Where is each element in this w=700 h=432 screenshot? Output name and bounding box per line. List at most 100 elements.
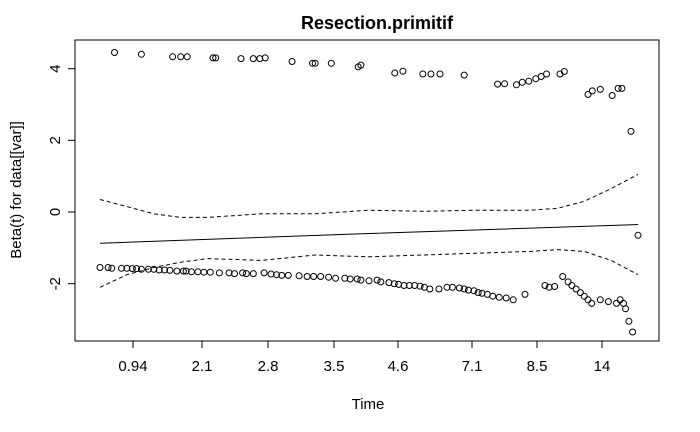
data-point [596,85,604,93]
data-point [564,278,572,286]
data-point [212,54,220,62]
data-point [194,268,202,276]
data-point [629,328,637,336]
data-point [470,287,478,295]
data-point [169,53,177,61]
data-point [604,298,612,306]
data-point [474,289,482,297]
data-point [495,293,503,301]
data-point [572,285,580,293]
data-point [465,286,472,294]
data-point [182,267,190,275]
data-point [551,283,559,290]
y-tick-label: 2 [47,136,64,144]
data-point [416,282,424,290]
data-point [206,268,214,276]
confidence-band-line [99,173,639,218]
data-point [588,87,596,95]
data-point [625,317,633,325]
data-point [133,265,141,273]
data-point [543,70,550,78]
x-tick-label: 0.94 [118,358,147,375]
data-point [502,294,510,302]
x-tick-label: 4.6 [388,358,409,375]
data-point [365,277,373,285]
data-point [627,127,635,135]
data-point [559,273,567,280]
data-point [353,275,361,283]
data-point [613,299,620,307]
data-point [96,264,104,271]
data-point [310,273,318,280]
data-point [108,264,116,272]
data-point [427,70,435,78]
data-point [588,299,596,307]
data-point [273,271,280,279]
data-point [580,292,588,300]
data-point [295,272,303,280]
data-point [518,78,526,86]
x-axis: 0.94 2.1 2.8 3.5 4.6 7.1 8.5 14 [118,340,611,375]
data-point [123,264,131,272]
x-tick-label: 2.8 [258,358,279,375]
points-layer [96,49,642,336]
x-tick-label: 8.5 [527,358,548,375]
y-axis: -2 0 2 4 [47,64,76,290]
data-point [260,269,268,277]
data-point [237,55,245,63]
data-point [512,81,520,89]
plot-frame [74,39,660,342]
data-point [576,289,584,297]
x-tick-label: 3.5 [324,358,345,375]
y-tick-label: 4 [47,64,64,72]
data-point [249,55,257,63]
data-point [618,84,626,92]
data-point [317,273,325,280]
data-point [239,269,247,277]
data-point [231,270,238,278]
data-point [137,50,145,58]
data-point [303,273,311,280]
data-point [325,273,333,281]
data-point [411,282,419,289]
data-point [118,264,125,272]
x-tick-label: 14 [594,358,611,375]
data-point [584,296,592,304]
x-axis-label: Time [352,396,385,413]
lines-layer [99,173,639,288]
data-point [267,270,275,278]
data-point [614,84,622,92]
data-point [489,292,497,300]
data-point [541,282,549,289]
data-point [560,68,568,75]
data-point [179,267,187,275]
confidence-band-line [99,249,639,288]
data-point [200,268,208,276]
data-point [128,265,136,273]
chart-title: Resection.primitif [301,13,454,33]
data-point [357,61,365,69]
data-point [608,92,616,99]
data-point [634,231,642,239]
data-point [426,285,434,293]
data-point [448,283,456,291]
data-point [584,91,592,98]
data-point [261,54,269,62]
data-point [455,284,463,292]
data-point [346,275,354,283]
data-point [144,265,152,273]
data-point [545,283,553,291]
data-point [400,282,408,289]
data-point [166,266,174,274]
data-point [494,80,502,88]
data-point [341,274,349,282]
data-point [460,285,468,293]
data-point [357,276,365,284]
data-point [436,70,444,78]
y-tick-label: 0 [47,208,64,216]
data-point [327,59,335,67]
data-point [215,269,223,277]
data-point [443,283,451,291]
data-point [111,49,118,56]
